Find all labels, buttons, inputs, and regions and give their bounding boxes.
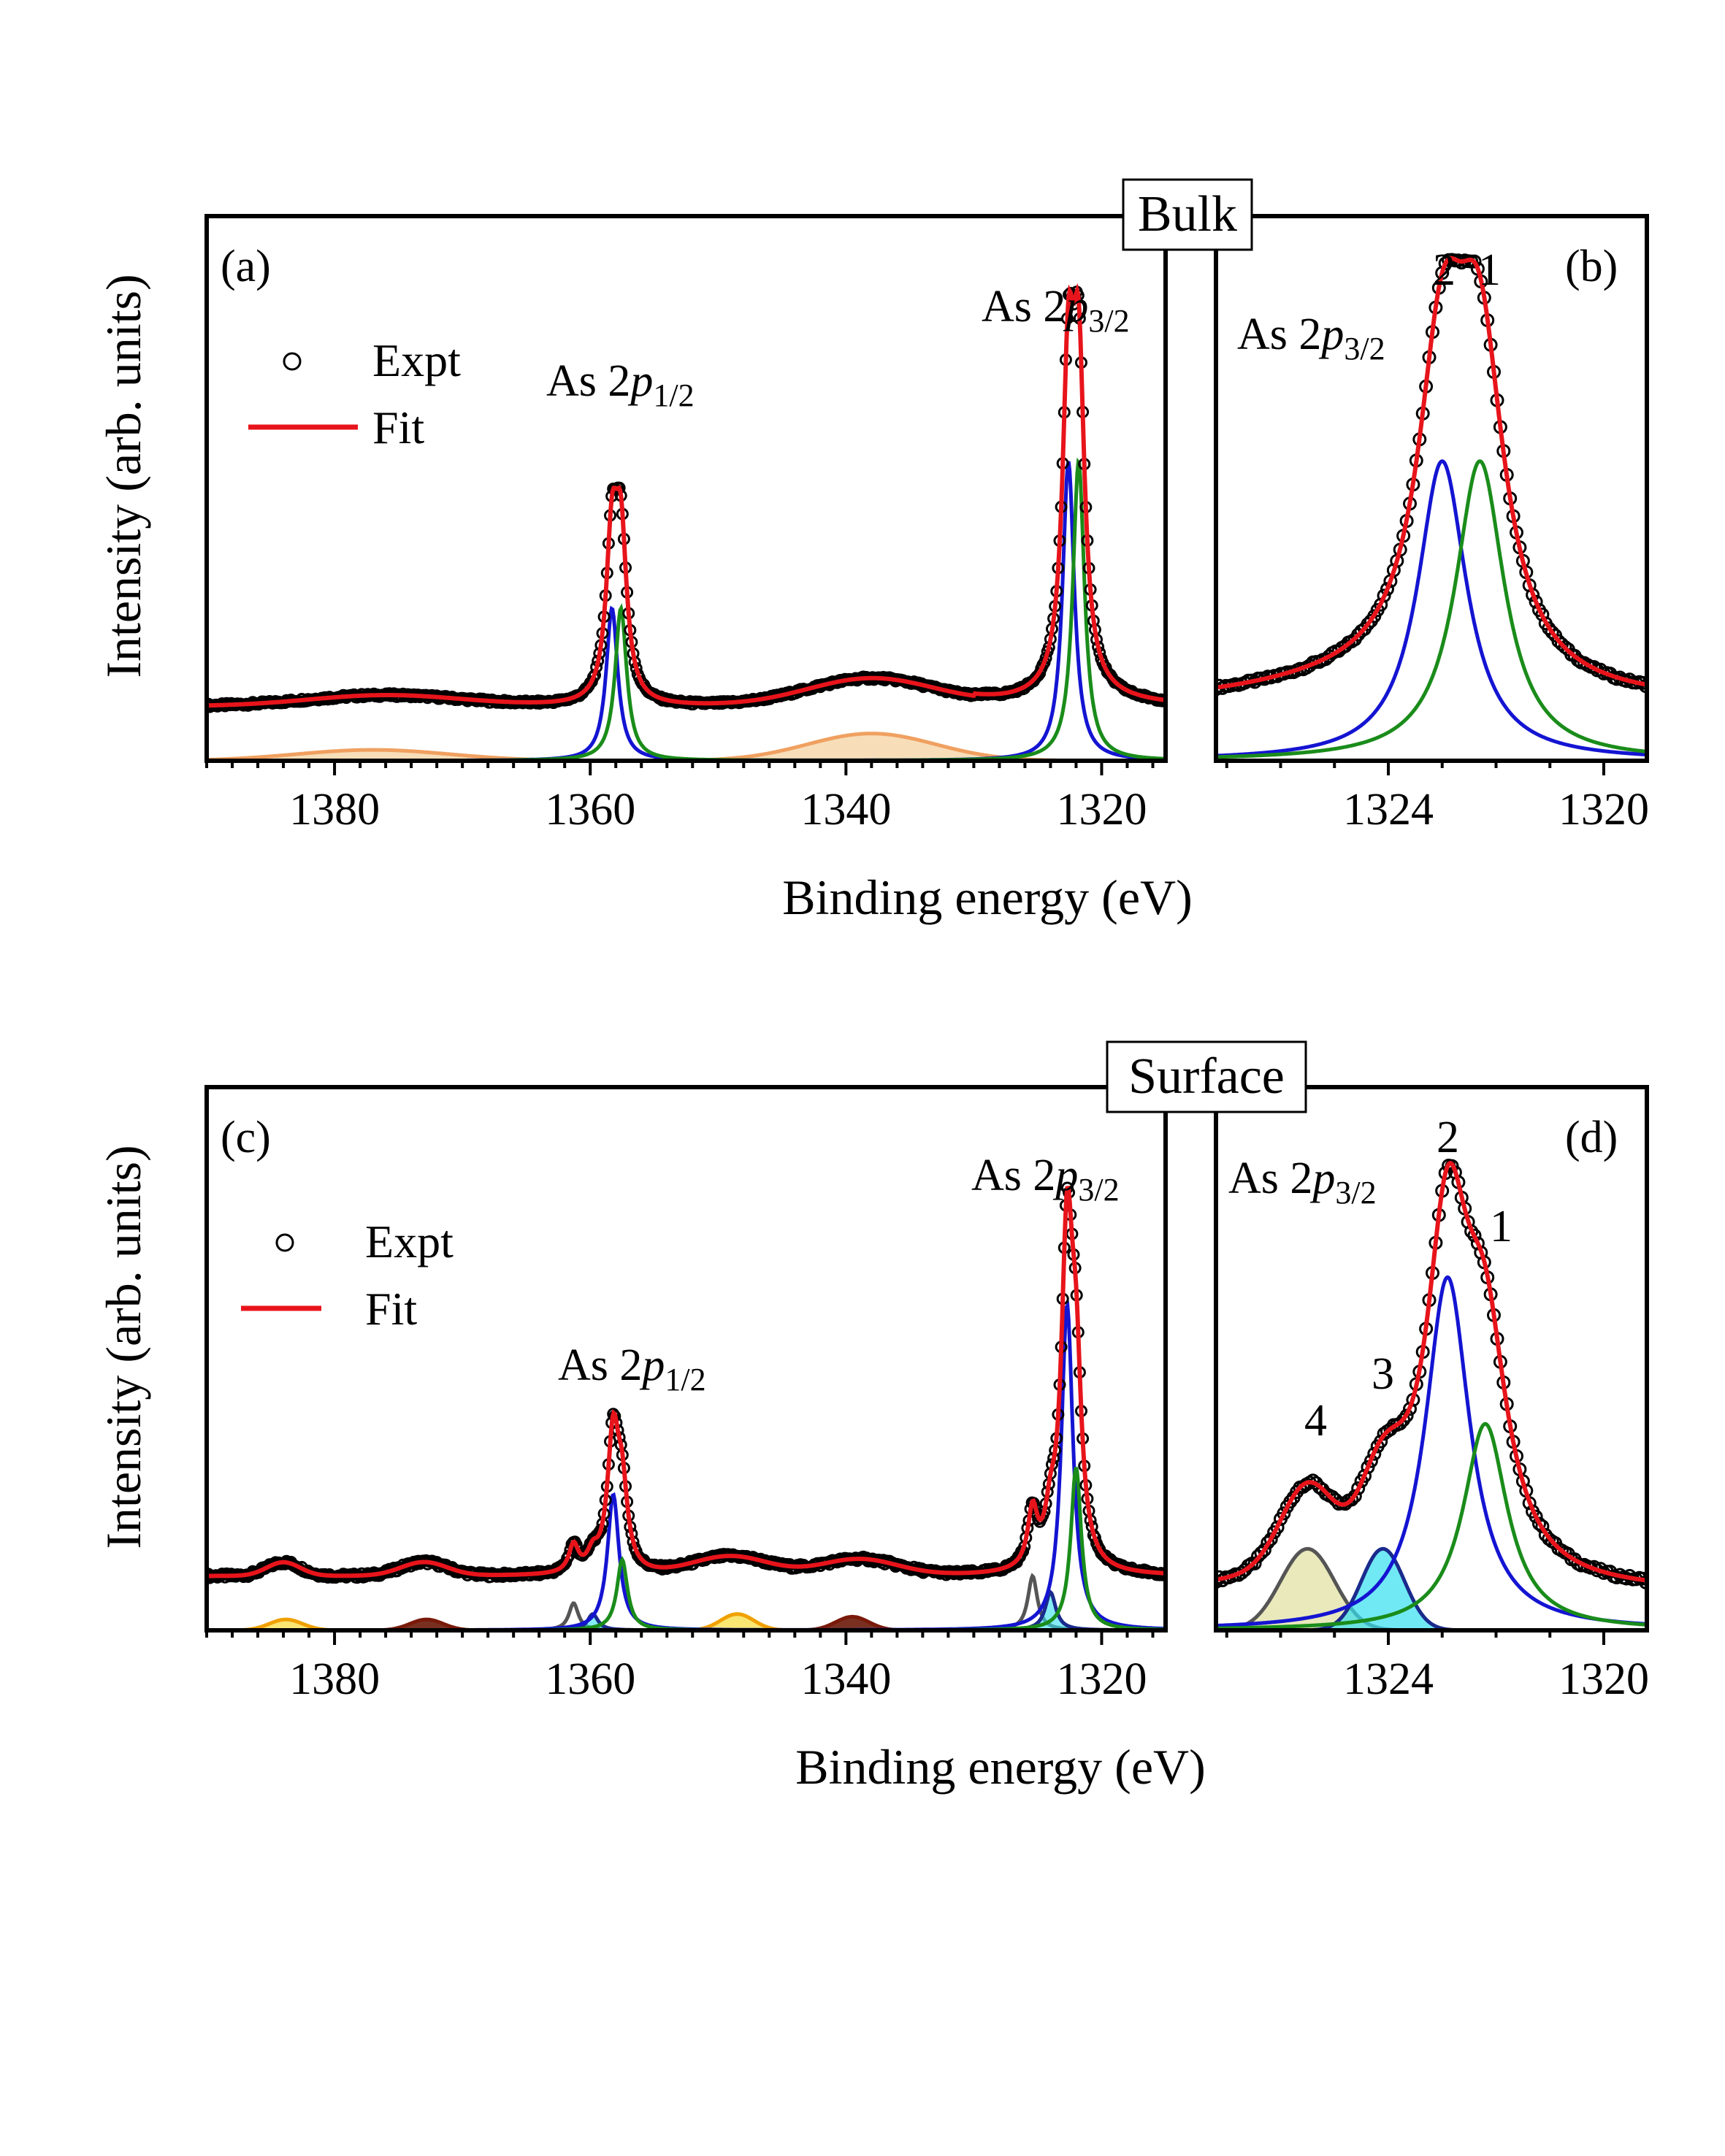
panel-b-fit-line: [1216, 256, 1647, 690]
panel-d-expt-point: [1470, 1236, 1485, 1251]
panel-b-annotation: 2: [1433, 245, 1456, 295]
panel-c-legend-expt-label: Expt: [365, 1216, 454, 1267]
banner-bulk-text: Bulk: [1138, 186, 1237, 242]
panel-d-expt-point: [1374, 1434, 1388, 1449]
panel-d-expt-point: [1277, 1506, 1291, 1521]
panel-d-expt-point: [1345, 1492, 1359, 1507]
panel-a-component-1: [207, 457, 1166, 761]
panel-a-tick-label: 1340: [800, 785, 891, 835]
panel-d-annotation: 2: [1437, 1113, 1459, 1162]
panel-b-component-2: [1216, 459, 1647, 758]
x-axis-title-bottom: Binding energy (eV): [795, 1739, 1206, 1795]
panel-d-expt-point: [1532, 1516, 1546, 1531]
panel-b-label: (b): [1565, 242, 1618, 291]
panel-d-expt-point: [1270, 1520, 1285, 1535]
panel-a-tick-label: 1320: [1056, 785, 1147, 835]
panel-d-label: (d): [1565, 1113, 1618, 1162]
panel-d-expt-point: [1347, 1489, 1362, 1503]
panel-d-expt-point: [1351, 1481, 1366, 1495]
banner-bulk: Bulk: [1122, 178, 1253, 251]
panel-c-plot-area: [207, 1181, 1166, 1630]
banner-surface: Surface: [1106, 1040, 1307, 1113]
panel-a-plot-area: [207, 283, 1166, 761]
panel-c-component-3: [207, 1589, 1166, 1630]
y-axis-title-top: Intensity (arb. units): [96, 274, 151, 678]
panel-d-annotation: 1: [1490, 1202, 1512, 1251]
panel-d-expt-point: [1247, 1556, 1262, 1570]
panel-c: 1380 1360 1340 1320 (c) As 2p1/2 As 2p3/2 Expt F…: [204, 1085, 1168, 1704]
panel-c-component-satellite-b-fill: [207, 1616, 1166, 1630]
panel-d-expt-point: [1263, 1532, 1278, 1546]
panel-a-legend-expt-label: Expt: [372, 334, 461, 386]
panel-b-component-1: [1216, 459, 1647, 759]
panel-c-tick-label: 1360: [545, 1654, 635, 1704]
panel-c-tick-label: 1340: [800, 1654, 891, 1704]
banner-surface-text: Surface: [1128, 1048, 1285, 1105]
panel-c-tick-label: 1380: [289, 1654, 380, 1704]
panel-c-tick-label: 1320: [1056, 1654, 1147, 1704]
panel-a-legend-expt-marker: [283, 352, 302, 371]
panel-d-component-1: [1216, 1422, 1647, 1630]
panel-d-component-3: [1216, 1546, 1647, 1630]
panel-b-expt-point: [1545, 625, 1559, 640]
panel-c-legend-expt-marker: [275, 1233, 294, 1252]
panel-a-component-2: [207, 461, 1166, 761]
panel-c-frame: [204, 1085, 1168, 1633]
panel-c-legend-fit-label: Fit: [365, 1283, 417, 1335]
panel-b-frame: [1214, 214, 1649, 763]
panel-d-fit-line: [1216, 1161, 1647, 1583]
panel-d-expt-series: [1216, 1159, 1647, 1589]
panel-a-annotation: As 2p1/2: [546, 356, 695, 413]
panel-b: 1324 1320 (b) As 2p3/2 2 1: [1214, 214, 1649, 835]
panel-c-annotation: As 2p3/2: [971, 1151, 1120, 1208]
panel-a-label: (a): [221, 242, 271, 291]
panel-a-fit-line: [207, 283, 1166, 708]
panel-c-label: (c): [221, 1113, 271, 1162]
panel-d-frame: [1214, 1085, 1649, 1633]
panel-d-plot-area: [1216, 1159, 1647, 1630]
panel-d-tick-label: 1324: [1343, 1654, 1434, 1704]
panel-d-annotation: 4: [1304, 1396, 1327, 1446]
panel-d-component-4: [1216, 1546, 1647, 1630]
panel-a-annotation: As 2p3/2: [982, 282, 1130, 339]
panel-a-expt-series: [207, 285, 1166, 713]
panel-b-annotation: As 2p3/2: [1237, 310, 1385, 367]
panel-b-annotation: 1: [1478, 245, 1501, 295]
panel-d: 1324 1320 (d) As 2p3/2 21 34: [1214, 1085, 1649, 1704]
panel-b-expt-series: [1216, 253, 1647, 697]
panel-d-expt-point: [1257, 1543, 1271, 1557]
panel-d-annotation: 3: [1372, 1349, 1394, 1399]
panel-a-tick-label: 1360: [545, 785, 635, 835]
panel-d-expt-point: [1529, 1509, 1543, 1524]
panel-d-annotation: As 2p3/2: [1228, 1154, 1377, 1211]
panel-a-frame: [204, 214, 1168, 763]
panel-c-fit-line: [207, 1186, 1166, 1578]
panel-a-legend-fit-label: Fit: [372, 402, 424, 453]
panel-a: 1380 1360 1340 1320 (a) As 2p1/2 As 2p3/2 Expt F…: [204, 214, 1168, 835]
panel-d-expt-point: [1254, 1546, 1269, 1560]
panel-c-legend: Expt Fit: [241, 1216, 454, 1335]
panel-b-tick-label: 1320: [1558, 785, 1649, 835]
y-axis-title-bottom: Intensity (arb. units): [96, 1145, 151, 1549]
panel-b-tick-label: 1324: [1343, 785, 1434, 835]
panel-a-legend: Expt Fit: [248, 334, 461, 453]
panel-d-expt-point: [1535, 1519, 1550, 1534]
panel-d-tick-label: 1320: [1558, 1654, 1649, 1704]
panel-b-plot-area: [1216, 253, 1647, 759]
panel-a-tick-label: 1380: [289, 785, 380, 835]
panel-c-component-3-fill: [207, 1592, 1166, 1630]
x-axis-title-top: Binding energy (eV): [782, 870, 1193, 925]
panel-d-component-4-fill: [1216, 1549, 1647, 1630]
panel-c-annotation: As 2p1/2: [558, 1340, 706, 1397]
